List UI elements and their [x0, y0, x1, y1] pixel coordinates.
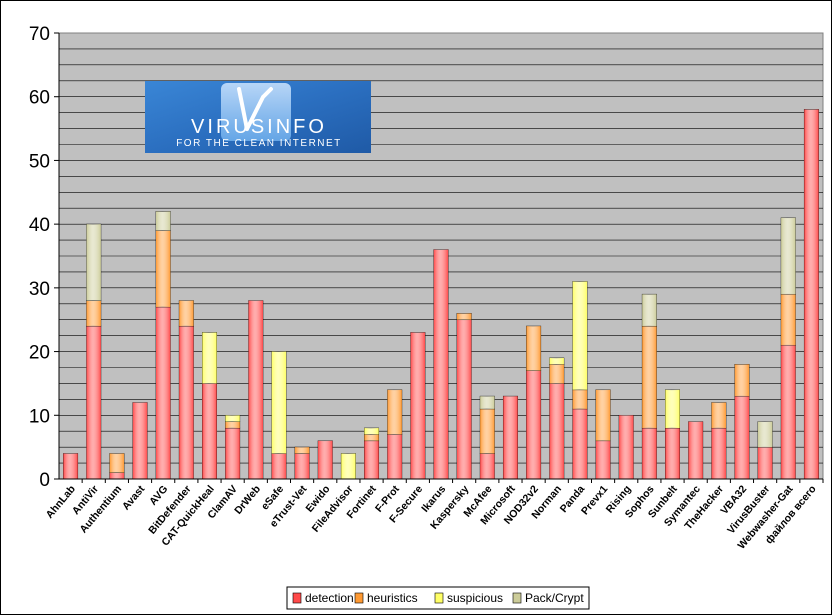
bar-segment-sheen [179, 326, 194, 479]
bar-segment-sheen [410, 332, 426, 479]
bar-segment-sheen [433, 249, 449, 479]
x-tick-label: DrWeb [232, 483, 263, 516]
bar-segment-sheen [804, 109, 819, 479]
bar-segment-sheen [781, 294, 796, 346]
bar-segment-sheen [572, 281, 588, 390]
bar-segment-sheen [781, 217, 796, 295]
bar-segment-sheen [480, 408, 495, 454]
y-tick-label: 50 [29, 151, 50, 172]
legend-swatch [354, 592, 364, 604]
bar-segment-sheen [63, 453, 78, 479]
y-axis-ticks: 0 10 20 30 40 50 60 70 [29, 24, 59, 491]
bar-segment-sheen [364, 440, 379, 479]
bar-segment-sheen [271, 351, 287, 454]
bar-segment-sheen [526, 370, 541, 479]
legend-label: heuristics [367, 591, 418, 605]
bar-segment-sheen [294, 447, 310, 454]
bar-segment-sheen [341, 453, 356, 479]
logo-tagline: FOR THE CLEAN INTERNET [176, 138, 342, 149]
bar-segment-sheen [225, 421, 240, 429]
legend-swatch [434, 592, 444, 604]
y-tick-label: 0 [39, 470, 50, 491]
bars [63, 109, 819, 480]
legend-label: suspicious [447, 591, 503, 605]
bar-segment-sheen [271, 453, 287, 479]
bar-segment-sheen [86, 326, 101, 479]
bar-segment-sheen [156, 230, 171, 307]
y-tick-label: 20 [29, 343, 50, 364]
y-tick-label: 70 [29, 24, 50, 45]
bar-segment-sheen [619, 415, 634, 479]
bar-segment-sheen [572, 408, 588, 479]
bar-segment-sheen [480, 453, 495, 479]
bar-segment-sheen [595, 440, 611, 479]
bar-segment-sheen [503, 396, 518, 479]
y-tick-label: 10 [29, 406, 50, 427]
y-tick-label: 30 [29, 279, 50, 300]
bar-segment-sheen [202, 383, 217, 479]
bar-segment-sheen [781, 345, 796, 479]
bar-segment-sheen [387, 389, 402, 435]
legend-label: detection [305, 591, 354, 605]
bar-segment-sheen [642, 294, 657, 327]
bar-segment-sheen [572, 389, 588, 409]
virusinfo-logo: VIRUSINFO FOR THE CLEAN INTERNET [145, 81, 371, 153]
bar-segment-sheen [156, 211, 171, 231]
logo-v-mark-icon [237, 87, 273, 131]
bar-segment-sheen [734, 364, 750, 397]
bar-segment-sheen [364, 434, 379, 441]
bar-segment-sheen [480, 396, 495, 409]
bar-segment-sheen [595, 389, 611, 441]
bar-segment-sheen [549, 357, 564, 365]
x-tick-label: Avast [120, 483, 148, 513]
bar-segment-sheen [526, 326, 541, 371]
bar-segment-sheen [549, 383, 564, 479]
bar-segment-sheen [711, 428, 726, 479]
bar-segment-sheen [132, 402, 148, 479]
legend-swatch [512, 592, 522, 604]
bar-segment-sheen [734, 396, 750, 479]
bar-segment-sheen [294, 453, 310, 479]
bar-segment-sheen [387, 434, 402, 479]
bar-segment-sheen [86, 300, 101, 327]
bar-segment-sheen [109, 472, 125, 479]
bar-segment-sheen [318, 440, 333, 479]
bar-segment-sheen [179, 300, 194, 327]
legend: detection heuristics suspicious Pack/Crypt [286, 586, 590, 610]
bar-segment-sheen [156, 306, 171, 479]
bar-segment-sheen [225, 428, 240, 479]
bar-segment-sheen [456, 319, 472, 479]
bar-segment-sheen [665, 428, 680, 479]
bar-segment-sheen [688, 421, 703, 479]
bar-segment-sheen [642, 428, 657, 479]
bar-segment-sheen [109, 453, 125, 473]
bar-segment-sheen [642, 326, 657, 429]
bar-segment-sheen [665, 389, 680, 429]
logo-name: VIRUSINFO [191, 116, 327, 138]
bar-segment-sheen [225, 415, 240, 422]
bar-segment-sheen [456, 313, 472, 320]
bar-segment-sheen [549, 364, 564, 384]
bar-segment-sheen [86, 224, 101, 301]
bar-segment-sheen [711, 402, 726, 429]
bar-segment-sheen [248, 300, 263, 479]
legend-swatch [292, 592, 302, 604]
bar-segment-sheen [757, 421, 773, 448]
y-tick-label: 60 [29, 88, 50, 109]
bar-segment-sheen [364, 428, 379, 435]
y-tick-label: 40 [29, 215, 50, 236]
bar-segment-sheen [202, 332, 217, 384]
bar-segment-sheen [757, 447, 773, 479]
legend-label: Pack/Crypt [525, 591, 584, 605]
